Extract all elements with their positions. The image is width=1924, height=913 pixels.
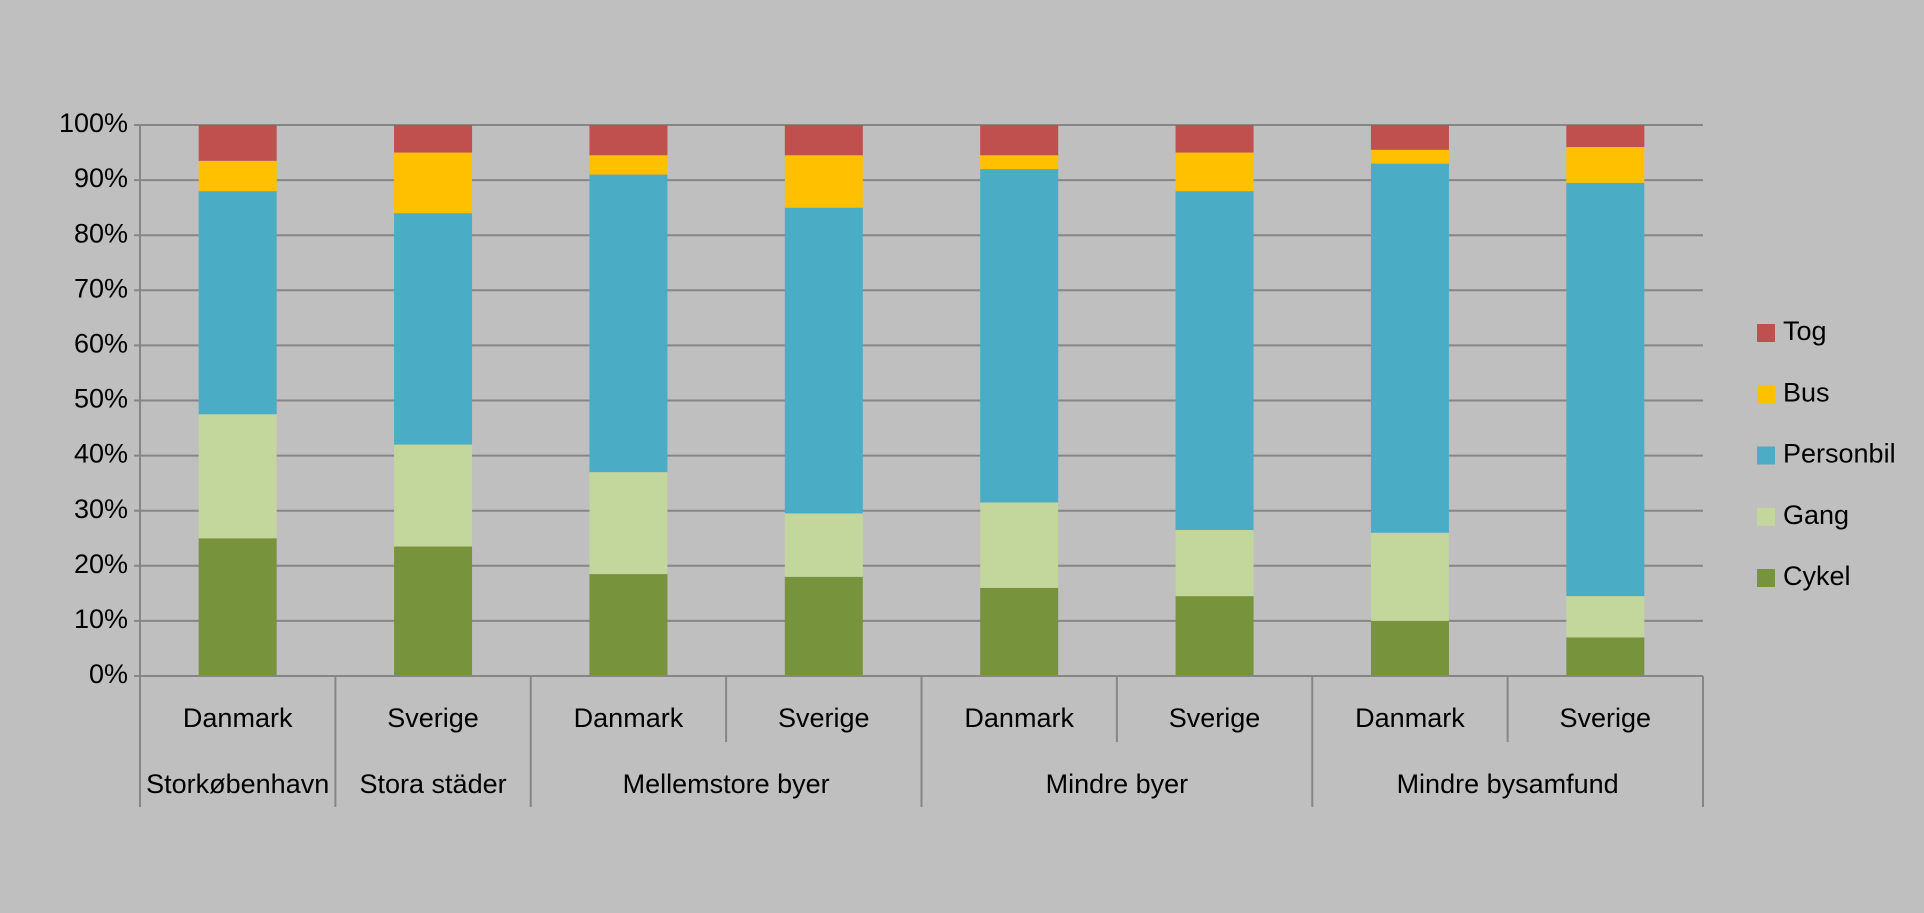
bar-segment [589,472,668,575]
y-tick-label: 80% [74,218,128,248]
bar-segment [1566,125,1645,148]
group-label: Mindre bysamfund [1397,769,1619,799]
bar-segment [1370,620,1449,676]
bar-segment [198,160,277,192]
y-tick-label: 10% [74,604,128,634]
legend-label: Bus [1783,377,1830,407]
bar-segment [1370,149,1449,164]
legend-swatch [1757,446,1775,465]
bar-segment [980,587,1059,676]
bar-segment [394,546,473,676]
y-tick-label: 30% [74,494,128,524]
bar-segment [394,213,473,445]
group-label: Mellemstore byer [623,769,830,799]
bar-segment [1566,637,1645,676]
bar-segment [980,502,1059,588]
bar-segment [784,125,863,156]
legend-swatch [1757,385,1775,404]
x-tick-label: Danmark [964,703,1074,733]
bar-segment [198,538,277,676]
bar-segment [1175,152,1254,192]
group-label: Storkøbenhavn [146,769,329,799]
bar-segment [589,574,668,676]
y-tick-label: 40% [74,439,128,469]
group-label: Stora städer [360,769,507,799]
x-tick-label: Sverige [1560,703,1652,733]
legend-label: Tog [1783,316,1827,346]
bar-segment [1370,125,1449,150]
bar-segment [198,191,277,415]
bar-segment [1370,532,1449,621]
y-tick-label: 50% [74,384,128,414]
y-tick-label: 100% [59,108,128,138]
bar-segment [589,174,668,473]
legend-label: Gang [1783,500,1849,530]
bar-segment [980,155,1059,170]
y-tick-label: 90% [74,163,128,193]
x-tick-label: Sverige [387,703,479,733]
x-tick-label: Danmark [183,703,293,733]
y-tick-label: 0% [89,659,128,689]
bar-segment [1566,147,1645,183]
bar-segment [1566,596,1645,638]
y-tick-label: 60% [74,329,128,359]
bar-segment [784,513,863,577]
x-tick-label: Danmark [574,703,684,733]
bar-segment [198,125,277,161]
bar-segment [784,207,863,514]
x-tick-label: Sverige [1169,703,1261,733]
x-tick-label: Sverige [778,703,870,733]
bar-segment [980,169,1059,503]
bar-segment [1175,191,1254,530]
legend-swatch [1757,324,1775,342]
bar-segment [784,155,863,208]
x-tick-label: Danmark [1355,703,1465,733]
bar-segment [394,444,473,547]
group-label: Mindre byer [1046,769,1189,799]
bar-segment [1175,596,1254,676]
legend-swatch [1757,507,1775,526]
bar-segment [589,125,668,156]
y-tick-label: 20% [74,549,128,579]
bar-segment [1175,125,1254,153]
legend-swatch [1757,569,1775,587]
bar-segment [980,125,1059,156]
legend-label: Cykel [1783,561,1851,591]
bar-segment [394,152,473,214]
bar-segment [589,155,668,175]
bar-segment [394,125,473,153]
bar-segment [1175,529,1254,597]
bar-segment [1566,182,1645,597]
bar-segment [784,576,863,676]
legend-label: Personbil [1783,439,1896,469]
bar-segment [198,414,277,539]
y-tick-label: 70% [74,273,128,303]
bar-segment [1370,163,1449,533]
